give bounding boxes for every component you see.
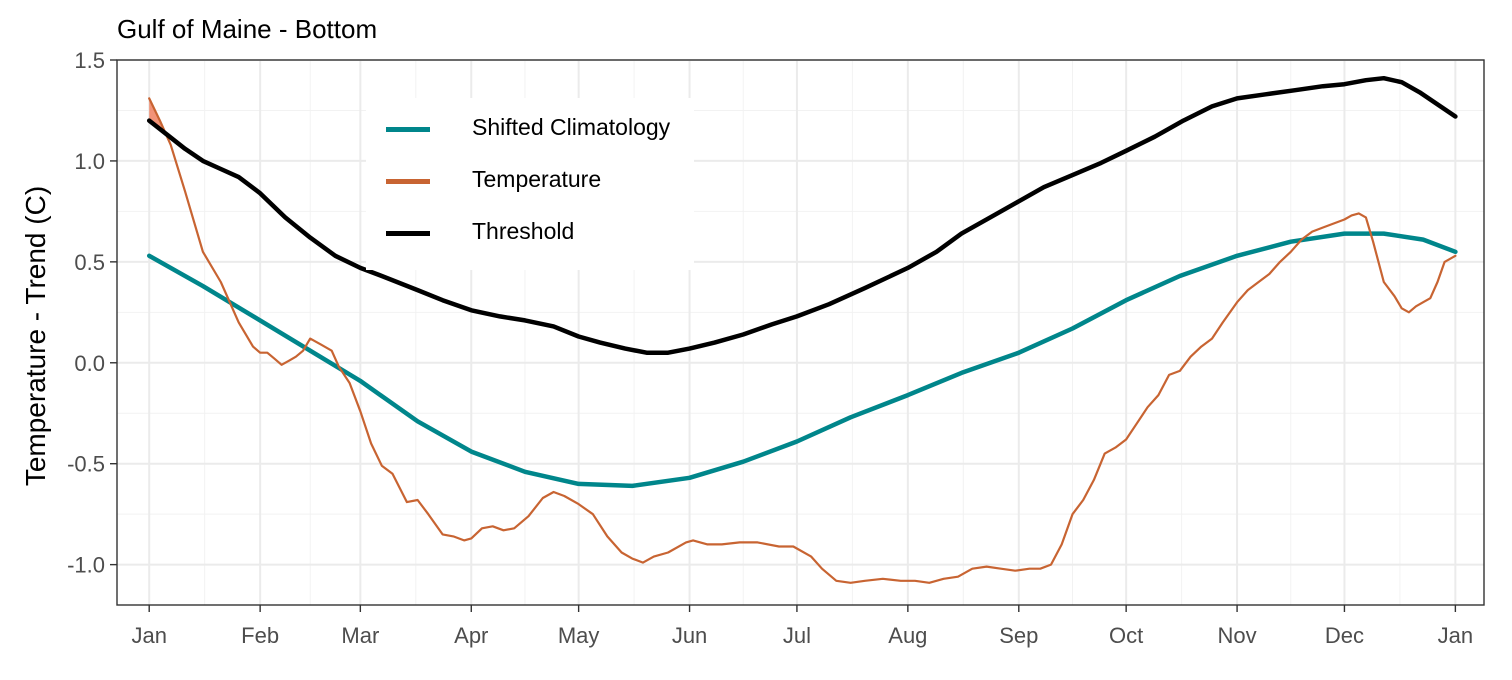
x-tick-label: Apr <box>454 623 488 648</box>
legend-key-threshold <box>386 231 430 236</box>
x-tick-label: Sep <box>999 623 1038 648</box>
climatology-line <box>146 231 1458 489</box>
x-tick-label: Feb <box>241 623 279 648</box>
x-tick-label: Jun <box>672 623 707 648</box>
x-tick-label: May <box>558 623 600 648</box>
series-lines <box>146 75 1458 584</box>
y-tick-label: -1.0 <box>67 553 105 578</box>
y-tick-label: 0.5 <box>74 250 105 275</box>
temperature-line <box>148 97 1457 584</box>
y-axis: -1.0 -0.5 0.0 0.5 1.0 1.5 <box>67 48 117 578</box>
legend-key-climatology <box>386 127 430 132</box>
x-axis: Jan Feb Mar Apr May Jun Jul Aug Sep Oct Nov Dec Jan <box>131 605 1473 648</box>
x-tick-label: Dec <box>1325 623 1364 648</box>
chart-title: Gulf of Maine - Bottom <box>117 14 378 44</box>
y-tick-label: -0.5 <box>67 452 105 477</box>
x-tick-label: Jan <box>131 623 166 648</box>
legend-label-climatology: Shifted Climatology <box>472 114 671 140</box>
x-tick-label: Aug <box>888 623 927 648</box>
y-axis-label-text: Temperature - Trend (C) <box>20 185 51 487</box>
legend: Shifted Climatology Temperature Threshol… <box>366 98 694 270</box>
x-tick-label: Nov <box>1218 623 1257 648</box>
legend-label-threshold: Threshold <box>472 218 575 244</box>
grid <box>117 59 1484 605</box>
x-tick-label: Mar <box>341 623 379 648</box>
panel-border <box>116 59 1485 606</box>
y-tick-label: 0.0 <box>74 351 105 376</box>
x-tick-label: Jan <box>1438 623 1473 648</box>
y-tick-label: 1.0 <box>74 149 105 174</box>
legend-label-temperature: Temperature <box>472 166 602 192</box>
y-tick-label: 1.5 <box>74 48 105 73</box>
x-tick-label: Oct <box>1109 623 1143 648</box>
threshold-line <box>146 75 1458 355</box>
x-tick-label: Jul <box>783 623 811 648</box>
legend-key-temperature <box>386 179 430 184</box>
